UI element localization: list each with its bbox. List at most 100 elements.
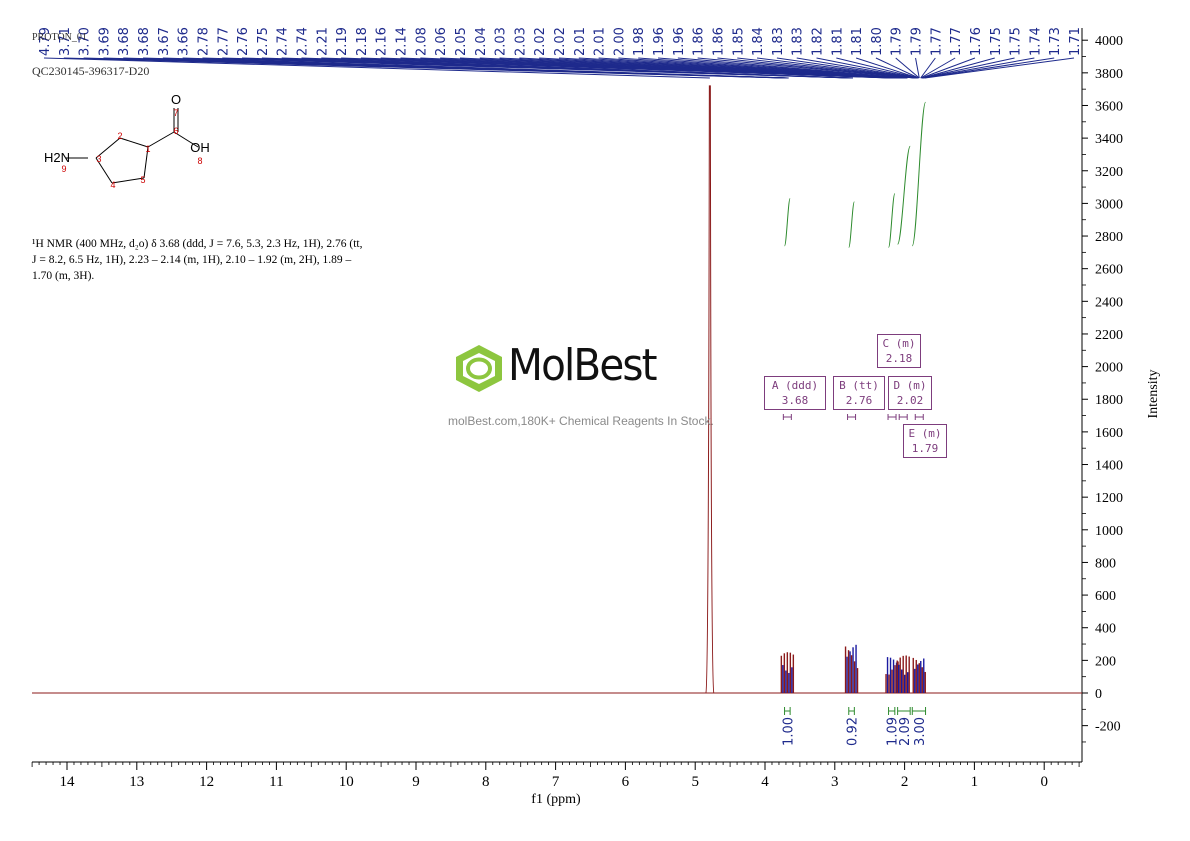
- peak-label: 1.75: [1009, 27, 1024, 56]
- y-tick-label: 2800: [1095, 230, 1123, 245]
- peak-label-connector: [776, 57, 917, 79]
- structure-bond: [173, 131, 199, 148]
- experiment-label: PROTON_01: [32, 32, 87, 43]
- integral-curve: [897, 145, 911, 245]
- peak-label: 2.08: [414, 27, 429, 56]
- peak-label: 2.75: [256, 27, 271, 56]
- y-tick-label: 2400: [1095, 295, 1123, 310]
- peak-label: 1.80: [870, 27, 885, 56]
- x-tick-label: 8: [482, 774, 490, 790]
- peak-label: 2.76: [236, 27, 251, 56]
- peak-label: 1.98: [632, 27, 647, 56]
- peak-label: 2.02: [553, 27, 568, 56]
- integral-value: 0.92: [846, 717, 861, 746]
- peak-label: 1.77: [929, 27, 944, 56]
- peak-label: 2.03: [513, 27, 528, 56]
- x-tick-label: 11: [269, 774, 283, 790]
- x-tick-label: 10: [339, 774, 354, 790]
- peak-label: 2.19: [335, 27, 350, 56]
- integral-value: 2.09: [898, 717, 913, 746]
- peak-label: 2.01: [573, 27, 588, 56]
- peak-label: 1.77: [949, 27, 964, 56]
- peak-label: 2.02: [533, 27, 548, 56]
- peak-label-connector: [920, 57, 956, 79]
- nmr-description-line-2: J = 8.2, 6.5 Hz, 1H), 2.23 – 2.14 (m, 1H…: [32, 254, 352, 266]
- peak-label: 1.83: [791, 27, 806, 56]
- structure-atom: 4: [110, 180, 115, 190]
- structure-atom: 9: [61, 164, 66, 174]
- peak-label: 2.16: [375, 27, 390, 56]
- peak-label-connector: [920, 57, 936, 79]
- peak-label: 1.79: [910, 27, 925, 56]
- structure-bond: [95, 137, 121, 159]
- integral-curve: [848, 201, 855, 248]
- structure-bond: [143, 146, 149, 179]
- peak-label-connector: [816, 57, 918, 79]
- x-tick-label: 2: [901, 774, 909, 790]
- sample-id: QC230145-396317-D20: [32, 64, 150, 78]
- peak-label-connector: [895, 57, 920, 79]
- integral-curve: [888, 193, 896, 248]
- peak-label: 4.79: [38, 27, 53, 56]
- peak-label-connector: [796, 57, 917, 79]
- peak-label: 1.96: [652, 27, 667, 56]
- y-tick-label: 3800: [1095, 67, 1123, 82]
- y-tick-label: 1400: [1095, 459, 1123, 474]
- spectrum-peak: [705, 85, 715, 694]
- peak-label: 1.71: [1068, 27, 1083, 56]
- nmr-description-line-3: 1.70 (m, 3H).: [32, 270, 95, 282]
- peak-label: 2.21: [315, 27, 330, 56]
- y-tick-label: 600: [1095, 589, 1116, 604]
- integral-curve: [784, 198, 791, 247]
- structure-bond: [95, 157, 113, 184]
- peak-label-connector: [915, 57, 920, 79]
- y-tick-label: 800: [1095, 556, 1116, 571]
- peak-label-connector: [836, 57, 918, 79]
- multiplet-box-b: B (tt) 2.76: [833, 376, 885, 410]
- peak-label-connector: [757, 57, 916, 79]
- peak-label: 1.83: [771, 27, 786, 56]
- x-tick-label: 5: [691, 774, 699, 790]
- peak-label: 2.14: [395, 27, 410, 56]
- y-tick-label: 1000: [1095, 524, 1123, 539]
- x-tick-label: 14: [60, 774, 76, 790]
- peak-label: 1.86: [711, 27, 726, 56]
- peak-label-connector: [875, 57, 919, 79]
- peak-label: 2.06: [434, 27, 449, 56]
- y-tick-label: 3400: [1095, 132, 1123, 147]
- peak-label: 1.79: [890, 27, 905, 56]
- structure-atom: 7: [173, 108, 178, 118]
- peak-label-connector: [921, 57, 995, 79]
- peak-label-connector: [301, 57, 853, 79]
- y-axis-label: Intensity: [1146, 369, 1161, 419]
- x-tick-label: 1: [971, 774, 979, 790]
- peak-label: 2.05: [454, 27, 469, 56]
- y-tick-label: 1600: [1095, 426, 1123, 441]
- y-tick-label: -200: [1095, 720, 1121, 735]
- structure-atom: 6: [173, 126, 178, 136]
- peak-label: 3.71: [58, 27, 73, 56]
- peak-label: 1.96: [672, 27, 687, 56]
- x-tick-label: 0: [1040, 774, 1048, 790]
- peak-label-connector: [677, 57, 908, 79]
- structure-atom: 3: [96, 154, 101, 164]
- structure-atom: O: [171, 92, 181, 107]
- peak-label: 1.84: [751, 27, 766, 56]
- peak-label-connector: [855, 57, 919, 79]
- structure-atom: OH: [190, 140, 210, 155]
- x-tick-label: 7: [552, 774, 560, 790]
- peak-label: 3.70: [78, 27, 93, 56]
- y-tick-label: 3600: [1095, 99, 1123, 114]
- y-tick-label: 400: [1095, 622, 1116, 637]
- nmr-description: ¹H NMR (400 MHz, d₂o) δ 3.68 (ddd, J = 7…: [32, 236, 452, 284]
- structure-bond: [147, 131, 175, 148]
- multiplet-box-d: D (m) 2.02: [888, 376, 932, 410]
- peak-label: 2.03: [494, 27, 509, 56]
- watermark-tagline: molBest.com,180K+ Chemical Reagents In S…: [448, 414, 714, 428]
- peak-label: 2.74: [276, 27, 291, 56]
- structure-atom: 2: [117, 131, 122, 141]
- x-axis-label: f1 (ppm): [531, 792, 581, 807]
- integral-curve: [911, 101, 927, 247]
- structure-atom: 8: [197, 156, 202, 166]
